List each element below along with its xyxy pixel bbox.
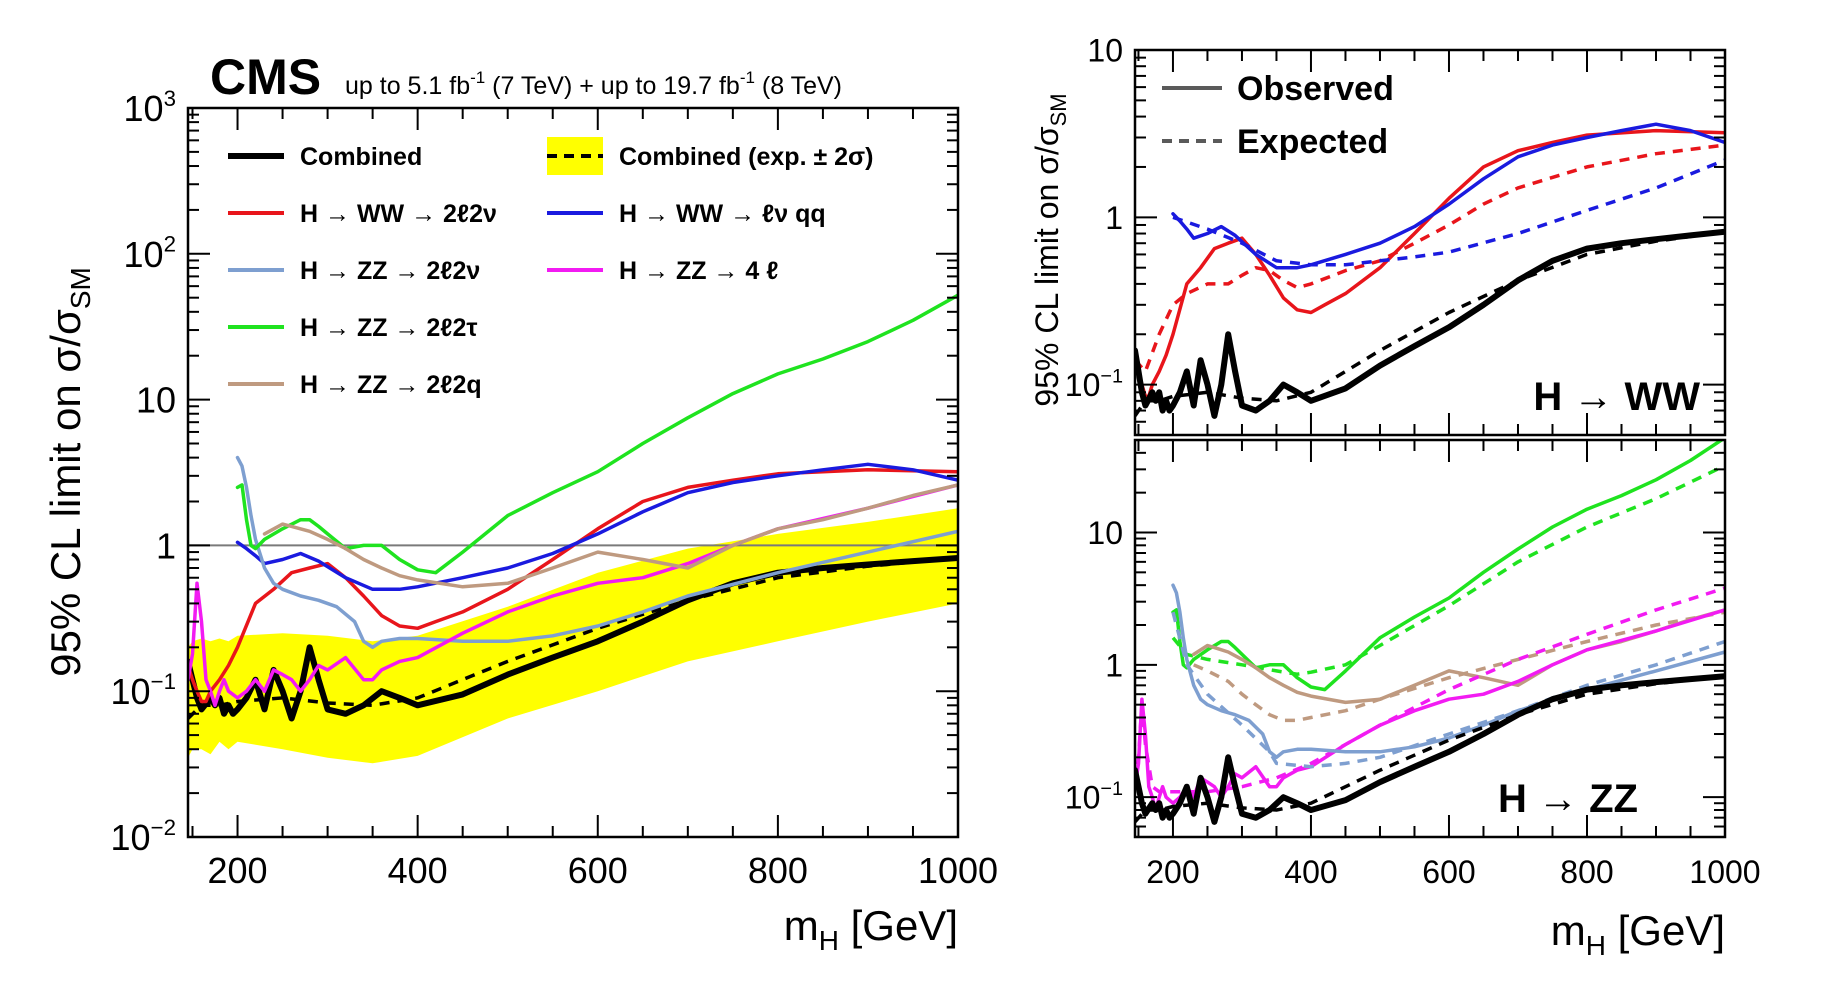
series-wwlnuqq-observed xyxy=(235,462,958,592)
legend-label: H → WW → ℓν qq xyxy=(619,200,826,228)
legend-label: H → ZZ → 2ℓ2ν xyxy=(300,257,480,285)
ww-panel-label: H → WW xyxy=(1533,375,1700,419)
series-combined_exp-expected xyxy=(1135,229,1725,417)
series-ww2l2nu-observed xyxy=(1135,128,1725,399)
legend-label: H → ZZ → 2ℓ2τ xyxy=(300,314,478,342)
y-tick-label: 10 xyxy=(136,380,176,421)
x-tick-label: 800 xyxy=(748,850,808,891)
legend-entry-combined: Combined xyxy=(228,143,422,171)
zz-panel-label: H → ZZ xyxy=(1498,777,1638,821)
series-combined-observed xyxy=(1135,673,1725,825)
series-combined_exp-expected xyxy=(1135,674,1725,824)
series-zz2l2tau-observed xyxy=(1171,440,1725,692)
y-tick-label: 1 xyxy=(156,525,176,566)
legend-label: H → WW → 2ℓ2ν xyxy=(300,200,497,228)
right-bottom-plot-area xyxy=(1135,440,1725,825)
x-tick-label: 600 xyxy=(1422,854,1475,890)
right-top-plot-area xyxy=(1135,122,1725,419)
legend-label: H → ZZ → 2ℓ2q xyxy=(300,371,482,399)
series-zz2l2tau-observed xyxy=(235,293,958,575)
legend-entry-wwlnuqq: H → WW → ℓν qq xyxy=(547,200,826,228)
legend-label: H → ZZ → 4 ℓ xyxy=(619,257,778,285)
legend-entry-zz2l2nu: H → ZZ → 2ℓ2ν xyxy=(228,257,480,285)
x-tick-label: 1000 xyxy=(1689,854,1760,890)
y-tick-label: 10−2 xyxy=(111,815,177,858)
left-panel: CMS up to 5.1 fb-1 (7 TeV) + up to 19.7 … xyxy=(42,49,998,956)
x-tick-label: 1000 xyxy=(918,850,998,891)
legend-entry-zz4l: H → ZZ → 4 ℓ xyxy=(547,257,778,285)
series-combined-observed xyxy=(1135,228,1725,419)
legend-label: Combined xyxy=(300,143,422,171)
y-tick-label: 1 xyxy=(1105,200,1123,236)
series-wwlnuqq-observed xyxy=(1171,122,1725,270)
lumi-label: up to 5.1 fb-1 (7 TeV) + up to 19.7 fb-1… xyxy=(345,68,842,100)
legend-entry-ww2l2nu: H → WW → 2ℓ2ν xyxy=(228,200,497,228)
series-zz2l2tau-expected xyxy=(1171,464,1725,676)
y-tick-label: 10 xyxy=(1087,515,1123,551)
y-tick-label: 1 xyxy=(1105,647,1123,683)
right-bottom-panel: 200 400 600 800 1000 10−1 1 10 H → ZZ mH [GeV] xyxy=(1065,438,1761,961)
left-y-axis-label: 95% CL limit on σ/σSM xyxy=(42,267,96,677)
left-plot-area xyxy=(188,293,958,764)
legend-label: Expected xyxy=(1237,123,1388,161)
legend-entry-zz2l2q: H → ZZ → 2ℓ2q xyxy=(228,371,482,399)
right-y-axis-label: 95% CL limit on σ/σSM xyxy=(1029,93,1071,406)
series-zz2l2nu-observed xyxy=(1171,583,1725,760)
series-wwlnuqq-expected xyxy=(1172,158,1725,267)
legend-label: Combined (exp. ± 2σ) xyxy=(619,143,873,171)
series-zz2l2nu-expected xyxy=(1171,611,1725,769)
legend-entry-observed: Observed xyxy=(1162,70,1394,108)
right-top-panel: 10−1 1 10 Observed Expected H → WW 95% CL l… xyxy=(1029,33,1727,437)
series-zz2l2q-expected xyxy=(1192,610,1725,723)
left-plot-frame xyxy=(186,106,960,839)
x-tick-label: 200 xyxy=(1146,854,1199,890)
series-zz4l-observed xyxy=(188,483,958,708)
x-tick-label: 200 xyxy=(207,850,267,891)
cms-label: CMS xyxy=(210,49,321,105)
y-tick-label: 10−1 xyxy=(111,669,177,712)
y-tick-label: 103 xyxy=(124,86,176,129)
x-tick-label: 800 xyxy=(1560,854,1613,890)
x-tick-label: 400 xyxy=(388,850,448,891)
left-legend: Combined Combined (exp. ± 2σ) H → WW → 2ℓ2… xyxy=(228,137,873,399)
series-zz2l2q-observed xyxy=(262,483,958,589)
right-x-axis-label: mH [GeV] xyxy=(1551,907,1725,961)
legend-entry-zz2l2tau: H → ZZ → 2ℓ2τ xyxy=(228,314,478,342)
y-tick-label: 10−1 xyxy=(1065,778,1123,815)
right-legend: Observed Expected xyxy=(1162,70,1394,161)
x-tick-label: 400 xyxy=(1284,854,1337,890)
y-tick-label: 10−1 xyxy=(1065,366,1123,403)
legend-entry-combined_exp_band: Combined (exp. ± 2σ) xyxy=(547,137,873,175)
y-tick-label: 10 xyxy=(1087,33,1123,69)
right-bottom-plot-frame xyxy=(1133,438,1727,839)
legend-label: Observed xyxy=(1237,70,1394,108)
left-x-axis-label: mH [GeV] xyxy=(784,902,958,956)
series-zz2l2nu-observed xyxy=(235,455,958,650)
series-ww2l2nu-expected xyxy=(1135,143,1725,374)
y-tick-label: 102 xyxy=(124,232,176,275)
legend-entry-expected: Expected xyxy=(1162,123,1388,161)
x-tick-label: 600 xyxy=(568,850,628,891)
series-zz2l2q-observed xyxy=(1191,608,1725,705)
